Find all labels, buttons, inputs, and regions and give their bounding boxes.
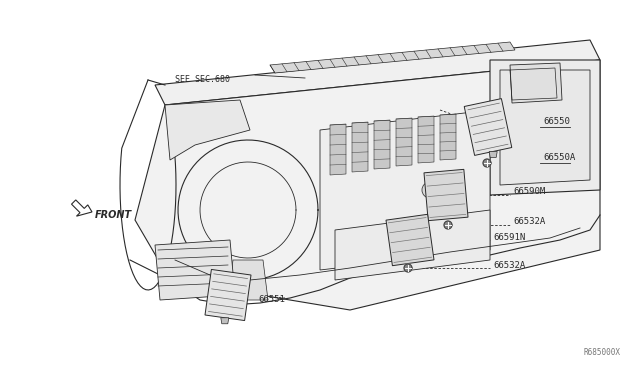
Circle shape: [447, 180, 463, 196]
Polygon shape: [483, 159, 491, 167]
Polygon shape: [386, 214, 434, 266]
Text: FRONT: FRONT: [95, 210, 132, 220]
Text: 66532A: 66532A: [513, 218, 545, 227]
Text: 66550: 66550: [543, 118, 570, 126]
Polygon shape: [155, 40, 600, 105]
Polygon shape: [330, 124, 346, 175]
Polygon shape: [404, 264, 412, 272]
Polygon shape: [374, 120, 390, 169]
Polygon shape: [221, 318, 228, 324]
Circle shape: [422, 182, 438, 198]
Polygon shape: [444, 221, 452, 229]
Text: 66591N: 66591N: [493, 232, 525, 241]
Text: 66551: 66551: [258, 295, 285, 305]
Polygon shape: [352, 122, 368, 172]
Polygon shape: [440, 114, 456, 160]
Text: SEE SEC.680: SEE SEC.680: [175, 76, 230, 84]
Text: 66550A: 66550A: [543, 154, 575, 163]
Polygon shape: [489, 151, 497, 157]
Polygon shape: [155, 240, 235, 300]
Polygon shape: [510, 63, 562, 103]
Polygon shape: [165, 100, 250, 160]
Polygon shape: [418, 116, 434, 163]
Polygon shape: [270, 42, 515, 73]
Text: 66532A: 66532A: [493, 260, 525, 269]
Text: 66590M: 66590M: [513, 187, 545, 196]
Polygon shape: [396, 118, 412, 166]
Polygon shape: [424, 169, 468, 221]
Polygon shape: [72, 200, 92, 216]
Polygon shape: [500, 70, 590, 185]
Polygon shape: [135, 60, 600, 310]
Polygon shape: [490, 60, 600, 195]
Text: R685000X: R685000X: [583, 348, 620, 357]
Polygon shape: [335, 210, 490, 280]
Polygon shape: [464, 99, 512, 155]
Polygon shape: [205, 269, 251, 321]
Polygon shape: [228, 260, 268, 300]
Polygon shape: [320, 110, 490, 270]
